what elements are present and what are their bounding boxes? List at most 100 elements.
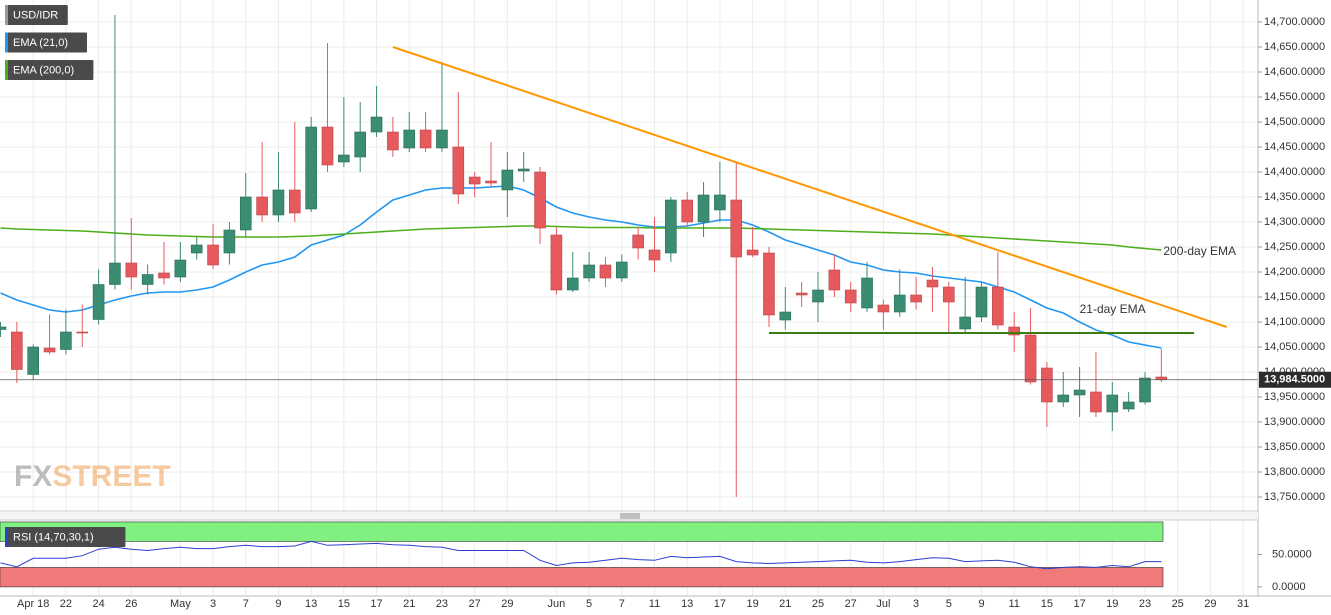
y-tick-label: 14,700.0000 bbox=[1264, 16, 1325, 28]
candle-body bbox=[812, 289, 824, 303]
y-tick-label: 14,500.0000 bbox=[1264, 116, 1325, 128]
x-tick-label: 23 bbox=[1139, 598, 1151, 610]
legend-box bbox=[5, 527, 126, 547]
candle-body bbox=[599, 264, 612, 279]
legend-box bbox=[5, 32, 87, 53]
x-tick-label: 24 bbox=[92, 598, 104, 610]
candle-body bbox=[828, 269, 841, 291]
last-price-label: 13,984.5000 bbox=[1264, 374, 1325, 386]
x-tick-label: Jul bbox=[876, 598, 890, 610]
candle-body bbox=[763, 252, 775, 316]
rsi-y-tick-label: 0.0000 bbox=[1272, 581, 1306, 593]
candle-body bbox=[305, 126, 317, 210]
y-tick-label: 13,750.0000 bbox=[1264, 491, 1325, 503]
candle-body bbox=[452, 146, 465, 195]
candle-body bbox=[76, 331, 89, 334]
watermark-part: STREET bbox=[52, 460, 170, 493]
candle-body bbox=[1008, 326, 1021, 336]
candle-body bbox=[615, 261, 628, 279]
candle-body bbox=[959, 316, 971, 330]
candle-body bbox=[648, 249, 661, 261]
y-tick-label: 14,100.0000 bbox=[1264, 316, 1325, 328]
candle-body bbox=[1122, 401, 1135, 410]
candle-body bbox=[566, 277, 579, 291]
x-tick-label: 13 bbox=[305, 598, 317, 610]
candle-body bbox=[1090, 391, 1102, 413]
candle-body bbox=[1024, 334, 1037, 383]
candle-body bbox=[501, 169, 514, 191]
candle-body bbox=[468, 176, 481, 185]
y-tick-label: 13,950.0000 bbox=[1264, 391, 1325, 403]
x-tick-label: 5 bbox=[946, 598, 952, 610]
candle-body bbox=[207, 244, 219, 266]
candle-body bbox=[27, 346, 40, 375]
rsi-line bbox=[0, 540, 1162, 570]
legend-swatch bbox=[5, 32, 8, 53]
candle-body bbox=[1057, 394, 1070, 403]
x-tick-label: 13 bbox=[681, 598, 693, 610]
candle-body bbox=[1041, 367, 1053, 403]
x-tick-label: 29 bbox=[501, 598, 513, 610]
x-tick-label: 9 bbox=[275, 598, 281, 610]
candle-body bbox=[403, 129, 416, 149]
candle-body bbox=[338, 154, 350, 163]
y-tick-label: 14,450.0000 bbox=[1264, 141, 1325, 153]
y-tick-label: 13,800.0000 bbox=[1264, 466, 1325, 478]
x-tick-label: 21 bbox=[403, 598, 415, 610]
candle-body bbox=[354, 131, 367, 158]
y-tick-label: 14,600.0000 bbox=[1264, 66, 1325, 78]
candle-body bbox=[681, 199, 694, 223]
candle-body bbox=[288, 189, 301, 214]
y-tick-label: 14,650.0000 bbox=[1264, 41, 1325, 53]
legend-box bbox=[5, 5, 68, 25]
x-tick-label: 7 bbox=[619, 598, 625, 610]
candle-body bbox=[109, 262, 121, 285]
candle-body bbox=[632, 234, 644, 249]
x-tick-label: 25 bbox=[1172, 598, 1184, 610]
x-tick-label: 21 bbox=[779, 598, 791, 610]
candle-body bbox=[1106, 394, 1119, 413]
x-tick-label: 27 bbox=[469, 598, 481, 610]
x-tick-label: 25 bbox=[812, 598, 824, 610]
candle-body bbox=[0, 326, 7, 330]
candle-body bbox=[697, 194, 710, 223]
candle-body bbox=[730, 199, 743, 258]
x-tick-label: 7 bbox=[243, 598, 249, 610]
x-tick-label: 15 bbox=[1041, 598, 1053, 610]
rsi-overbought-band bbox=[0, 521, 1164, 542]
x-tick-label: 9 bbox=[978, 598, 984, 610]
candle-body bbox=[485, 180, 497, 184]
series-annotation: 200-day EMA bbox=[1163, 244, 1236, 258]
candle-body bbox=[714, 194, 726, 211]
divider-handle[interactable] bbox=[620, 513, 640, 519]
y-tick-label: 14,400.0000 bbox=[1264, 166, 1325, 178]
candle-body bbox=[1155, 376, 1168, 381]
y-tick-label: 13,850.0000 bbox=[1264, 441, 1325, 453]
candle-body bbox=[861, 277, 873, 309]
plot-area: FXSTREET 21-day EMA 200-day EMA bbox=[0, 15, 1258, 588]
series-annotation: 21-day EMA bbox=[1080, 302, 1146, 316]
candle-body bbox=[174, 259, 187, 278]
candle-body bbox=[272, 189, 285, 216]
candle-body bbox=[926, 279, 939, 288]
x-tick-label: 26 bbox=[125, 598, 137, 610]
candle-body bbox=[1139, 377, 1151, 403]
y-tick-label: 14,300.0000 bbox=[1264, 216, 1325, 228]
candle-body bbox=[534, 171, 546, 229]
ema-line bbox=[0, 225, 1162, 251]
candle-body bbox=[942, 286, 955, 303]
candle-body bbox=[190, 244, 203, 254]
candle-body bbox=[844, 289, 857, 304]
x-tick-label: 17 bbox=[370, 598, 382, 610]
x-tick-label: 19 bbox=[746, 598, 758, 610]
candle-body bbox=[436, 129, 448, 149]
x-tick-label: 27 bbox=[845, 598, 857, 610]
x-tick-label: 3 bbox=[913, 598, 919, 610]
candle-body bbox=[893, 294, 906, 313]
candle-body bbox=[665, 199, 677, 254]
x-tick-label: 17 bbox=[714, 598, 726, 610]
candle-body bbox=[223, 229, 236, 254]
candle-body bbox=[387, 131, 399, 151]
last-price-box bbox=[1259, 371, 1331, 388]
